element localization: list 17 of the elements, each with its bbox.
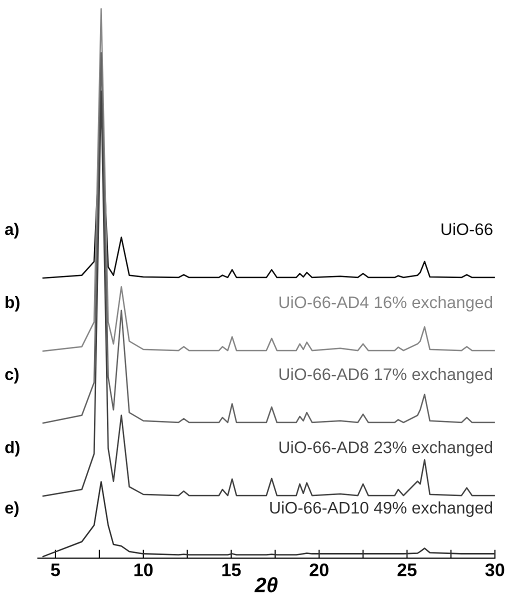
text: a): [5, 222, 19, 238]
text: e): [5, 501, 19, 517]
text: UiO-66-AD10 49% exchanged: [270, 501, 492, 517]
text: d): [5, 440, 20, 457]
series-label: UiO-66: [442, 222, 492, 236]
x-tick-label: 25: [398, 563, 417, 576]
text: c): [5, 368, 19, 384]
text: b): [6, 296, 20, 312]
x-tick-label: 5: [50, 564, 60, 576]
x-tick-label: 15: [222, 564, 241, 576]
series-label: UiO-66-AD4 16% exchanged: [280, 296, 492, 312]
x-tick-label: 30: [485, 563, 504, 576]
x-tick-label: 20: [310, 563, 328, 576]
x-axis-title: 2θ: [254, 577, 278, 592]
series-label: UiO-66-AD6 17% exchanged: [280, 368, 492, 384]
x-tick-label: 10: [134, 563, 153, 576]
series-label: UiO-66-AD8 23% exchanged: [280, 440, 492, 457]
